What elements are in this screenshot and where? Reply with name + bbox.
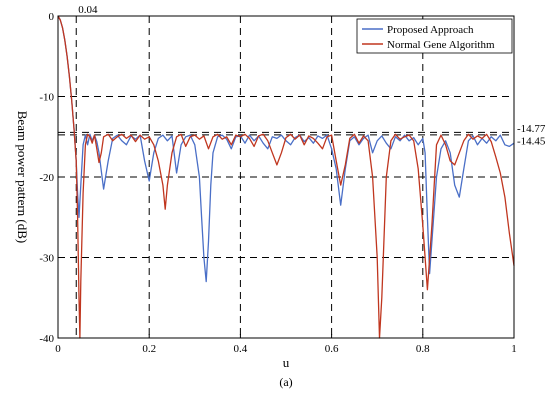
x-tick-label-2: 0.4 [234, 343, 248, 355]
y-tick-label-2: -20 [39, 172, 54, 184]
x-tick-label-4: 0.8 [416, 343, 430, 355]
series-line-1 [57, 15, 515, 339]
data-series [57, 15, 515, 339]
x-tick-label-3: 0.6 [325, 343, 339, 355]
grid [58, 16, 514, 338]
y-tick-label-0: 0 [49, 11, 55, 23]
legend-box [356, 18, 513, 54]
annotations: 0.04 -14.45-14.77 [78, 4, 546, 147]
y-tick-label-1: -10 [39, 92, 54, 104]
legend: Proposed Approach Normal Gene Algorithm [356, 18, 513, 54]
figure-caption: (a) [279, 375, 292, 389]
y-axis-label: Beam power pattern (dB) [15, 111, 30, 243]
y-tick-label-3: -30 [39, 253, 54, 265]
x-tick-label-5: 1 [511, 343, 517, 355]
x-tick-label-1: 0.2 [142, 343, 156, 355]
axis-ticks: 0 0.2 0.4 0.6 0.8 1 0 -10 -20 -30 -40 [39, 11, 516, 355]
legend-label-proposed: Proposed Approach [387, 24, 474, 36]
legend-label-normal-ga: Normal Gene Algorithm [387, 39, 495, 51]
x-axis-label: u [283, 355, 290, 370]
ref-label-vertical-0: 0.04 [78, 4, 98, 16]
ref-label-horizontal-1: -14.77 [517, 123, 546, 135]
ref-label-horizontal-0: -14.45 [517, 135, 546, 147]
x-tick-label-0: 0 [55, 343, 61, 355]
y-tick-label-4: -40 [39, 333, 54, 345]
